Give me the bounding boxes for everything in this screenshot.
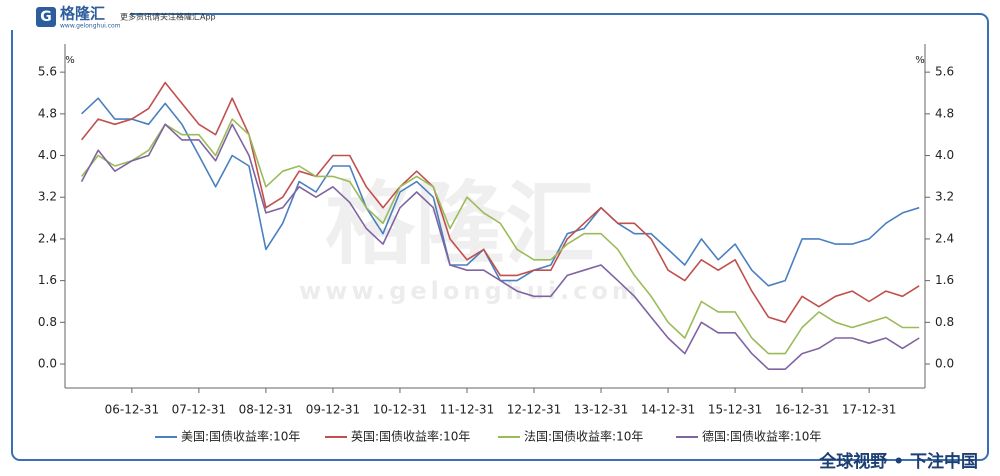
watermark-text: 格隆汇 <box>325 172 595 277</box>
watermark-url: www.gelonghui.com <box>299 277 641 305</box>
legend-label: 法国:国债收益率:10年 <box>524 429 643 444</box>
y-tick-label: 4.0 <box>38 148 57 162</box>
legend-label: 美国:国债收益率:10年 <box>181 429 300 444</box>
y2-tick-label: 2.4 <box>935 231 954 245</box>
series-line <box>80 118 920 355</box>
logo-url: www.gelonghui.com <box>60 23 121 30</box>
x-tick-label: 12-12-31 <box>507 403 561 417</box>
logo-text: 格隆汇 <box>60 5 105 23</box>
x-tick-label: 09-12-31 <box>306 403 360 417</box>
x-tick-label: 06-12-31 <box>105 403 159 417</box>
footer: 全球视野 • 下注中国 <box>818 451 978 472</box>
y-tick-label: 0.0 <box>38 357 57 371</box>
y-tick-label: 5.6 <box>38 65 57 79</box>
y2-tick-label: 0.8 <box>935 315 954 329</box>
x-tick-label: 14-12-31 <box>641 403 695 417</box>
y-unit: % <box>65 55 75 66</box>
frame-border <box>11 13 989 461</box>
y2-tick-label: 4.0 <box>935 148 954 162</box>
x-tick-label: 10-12-31 <box>373 403 427 417</box>
y-tick-label: 2.4 <box>38 231 57 245</box>
x-tick-label: 08-12-31 <box>239 403 293 417</box>
x-tick-label: 17-12-31 <box>842 403 896 417</box>
y2-unit: % <box>915 55 925 66</box>
y-tick-label: 3.2 <box>38 190 57 204</box>
y2-tick-label: 0.0 <box>935 357 954 371</box>
y2-tick-label: 1.6 <box>935 273 954 287</box>
tagline: 更多资讯请关注格隆汇App <box>120 12 216 22</box>
y-tick-label: 1.6 <box>38 273 57 287</box>
y2-tick-label: 5.6 <box>935 65 954 79</box>
y-tick-label: 0.8 <box>38 315 57 329</box>
logo-icon-letter: G <box>40 9 52 25</box>
y2-tick-label: 4.8 <box>935 106 954 120</box>
x-tick-label: 13-12-31 <box>574 403 628 417</box>
logo-icon <box>36 7 56 27</box>
x-tick-label: 16-12-31 <box>775 403 829 417</box>
series-line <box>80 123 920 370</box>
logo-bg <box>0 0 130 30</box>
legend-label: 英国:国债收益率:10年 <box>351 429 470 444</box>
legend-label: 德国:国债收益率:10年 <box>702 429 821 444</box>
y-tick-label: 4.8 <box>38 106 57 120</box>
x-tick-label: 11-12-31 <box>440 403 494 417</box>
x-tick-label: 15-12-31 <box>708 403 762 417</box>
x-tick-label: 07-12-31 <box>172 403 226 417</box>
series-line <box>80 81 920 324</box>
y2-tick-label: 3.2 <box>935 190 954 204</box>
